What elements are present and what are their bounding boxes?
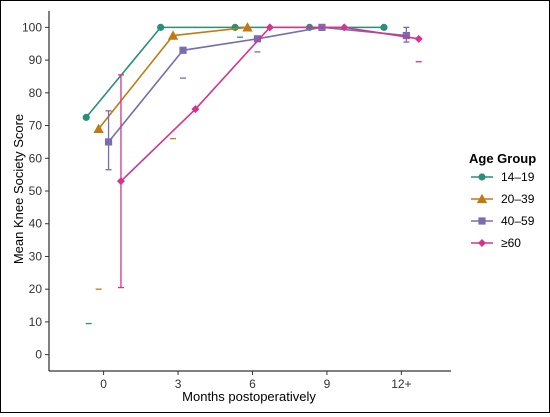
data-point xyxy=(242,22,253,32)
data-point xyxy=(191,105,200,114)
series-line xyxy=(107,26,407,143)
data-point xyxy=(340,23,349,32)
data-point xyxy=(402,31,410,40)
x-tick-label: 6 xyxy=(249,377,256,391)
series-layer xyxy=(82,22,423,325)
legend-marker xyxy=(478,239,486,247)
data-point xyxy=(157,23,165,31)
data-point xyxy=(93,123,104,133)
x-axis-title: Months postoperatively xyxy=(182,389,316,404)
x-tick-label: 3 xyxy=(175,377,182,391)
legend: Age Group 14–19 20–39 40–59 ≥60 xyxy=(469,151,536,250)
y-tick-label: 0 xyxy=(35,348,42,362)
y-tick-label: 10 xyxy=(29,315,43,329)
y-tick-label: 20 xyxy=(29,282,43,296)
legend-item: 40–59 xyxy=(471,214,535,228)
y-tick-label: 40 xyxy=(29,217,43,231)
legend-marker xyxy=(476,193,488,204)
series-3 xyxy=(116,23,423,289)
data-point xyxy=(116,177,125,186)
y-tick-label: 50 xyxy=(29,184,43,198)
y-axis-title: Mean Knee Society Score xyxy=(11,114,26,264)
y-tick-label: 100 xyxy=(22,20,42,34)
data-point xyxy=(104,138,113,146)
y-axis-title-group: Mean Knee Society Score xyxy=(11,114,26,264)
legend-title: Age Group xyxy=(469,151,536,166)
legend-label: 20–39 xyxy=(501,192,535,206)
x-tick-label: 0 xyxy=(100,377,107,391)
legend-marker xyxy=(478,217,486,225)
legend-label: ≥60 xyxy=(501,236,521,250)
legend-marker xyxy=(478,173,486,181)
legend-item: ≥60 xyxy=(471,236,521,250)
x-tick-label: 9 xyxy=(324,377,331,391)
series-line xyxy=(85,26,384,118)
data-point xyxy=(253,35,262,43)
y-tick-label: 30 xyxy=(29,249,43,263)
x-tick-label: 12+ xyxy=(391,377,411,391)
data-point xyxy=(265,23,274,32)
y-tick-label: 60 xyxy=(29,151,43,165)
data-point xyxy=(82,113,90,121)
series-line xyxy=(120,26,419,182)
y-tick-label: 80 xyxy=(29,86,43,100)
series-2 xyxy=(104,23,410,171)
axes: 0 10 20 30 40 50 60 70 80 90 100 0 3 6 9 12+ xyxy=(22,11,451,391)
series-1 xyxy=(93,22,253,290)
legend-label: 14–19 xyxy=(501,170,535,184)
legend-label: 40–59 xyxy=(501,214,535,228)
legend-item: 14–19 xyxy=(471,170,535,184)
data-point xyxy=(231,23,239,31)
legend-item: 20–39 xyxy=(471,192,535,206)
y-tick-label: 70 xyxy=(29,119,43,133)
data-point xyxy=(380,23,388,31)
y-tick-label: 90 xyxy=(29,53,43,67)
data-point xyxy=(414,34,423,43)
data-point xyxy=(179,46,187,54)
data-point xyxy=(167,30,179,40)
